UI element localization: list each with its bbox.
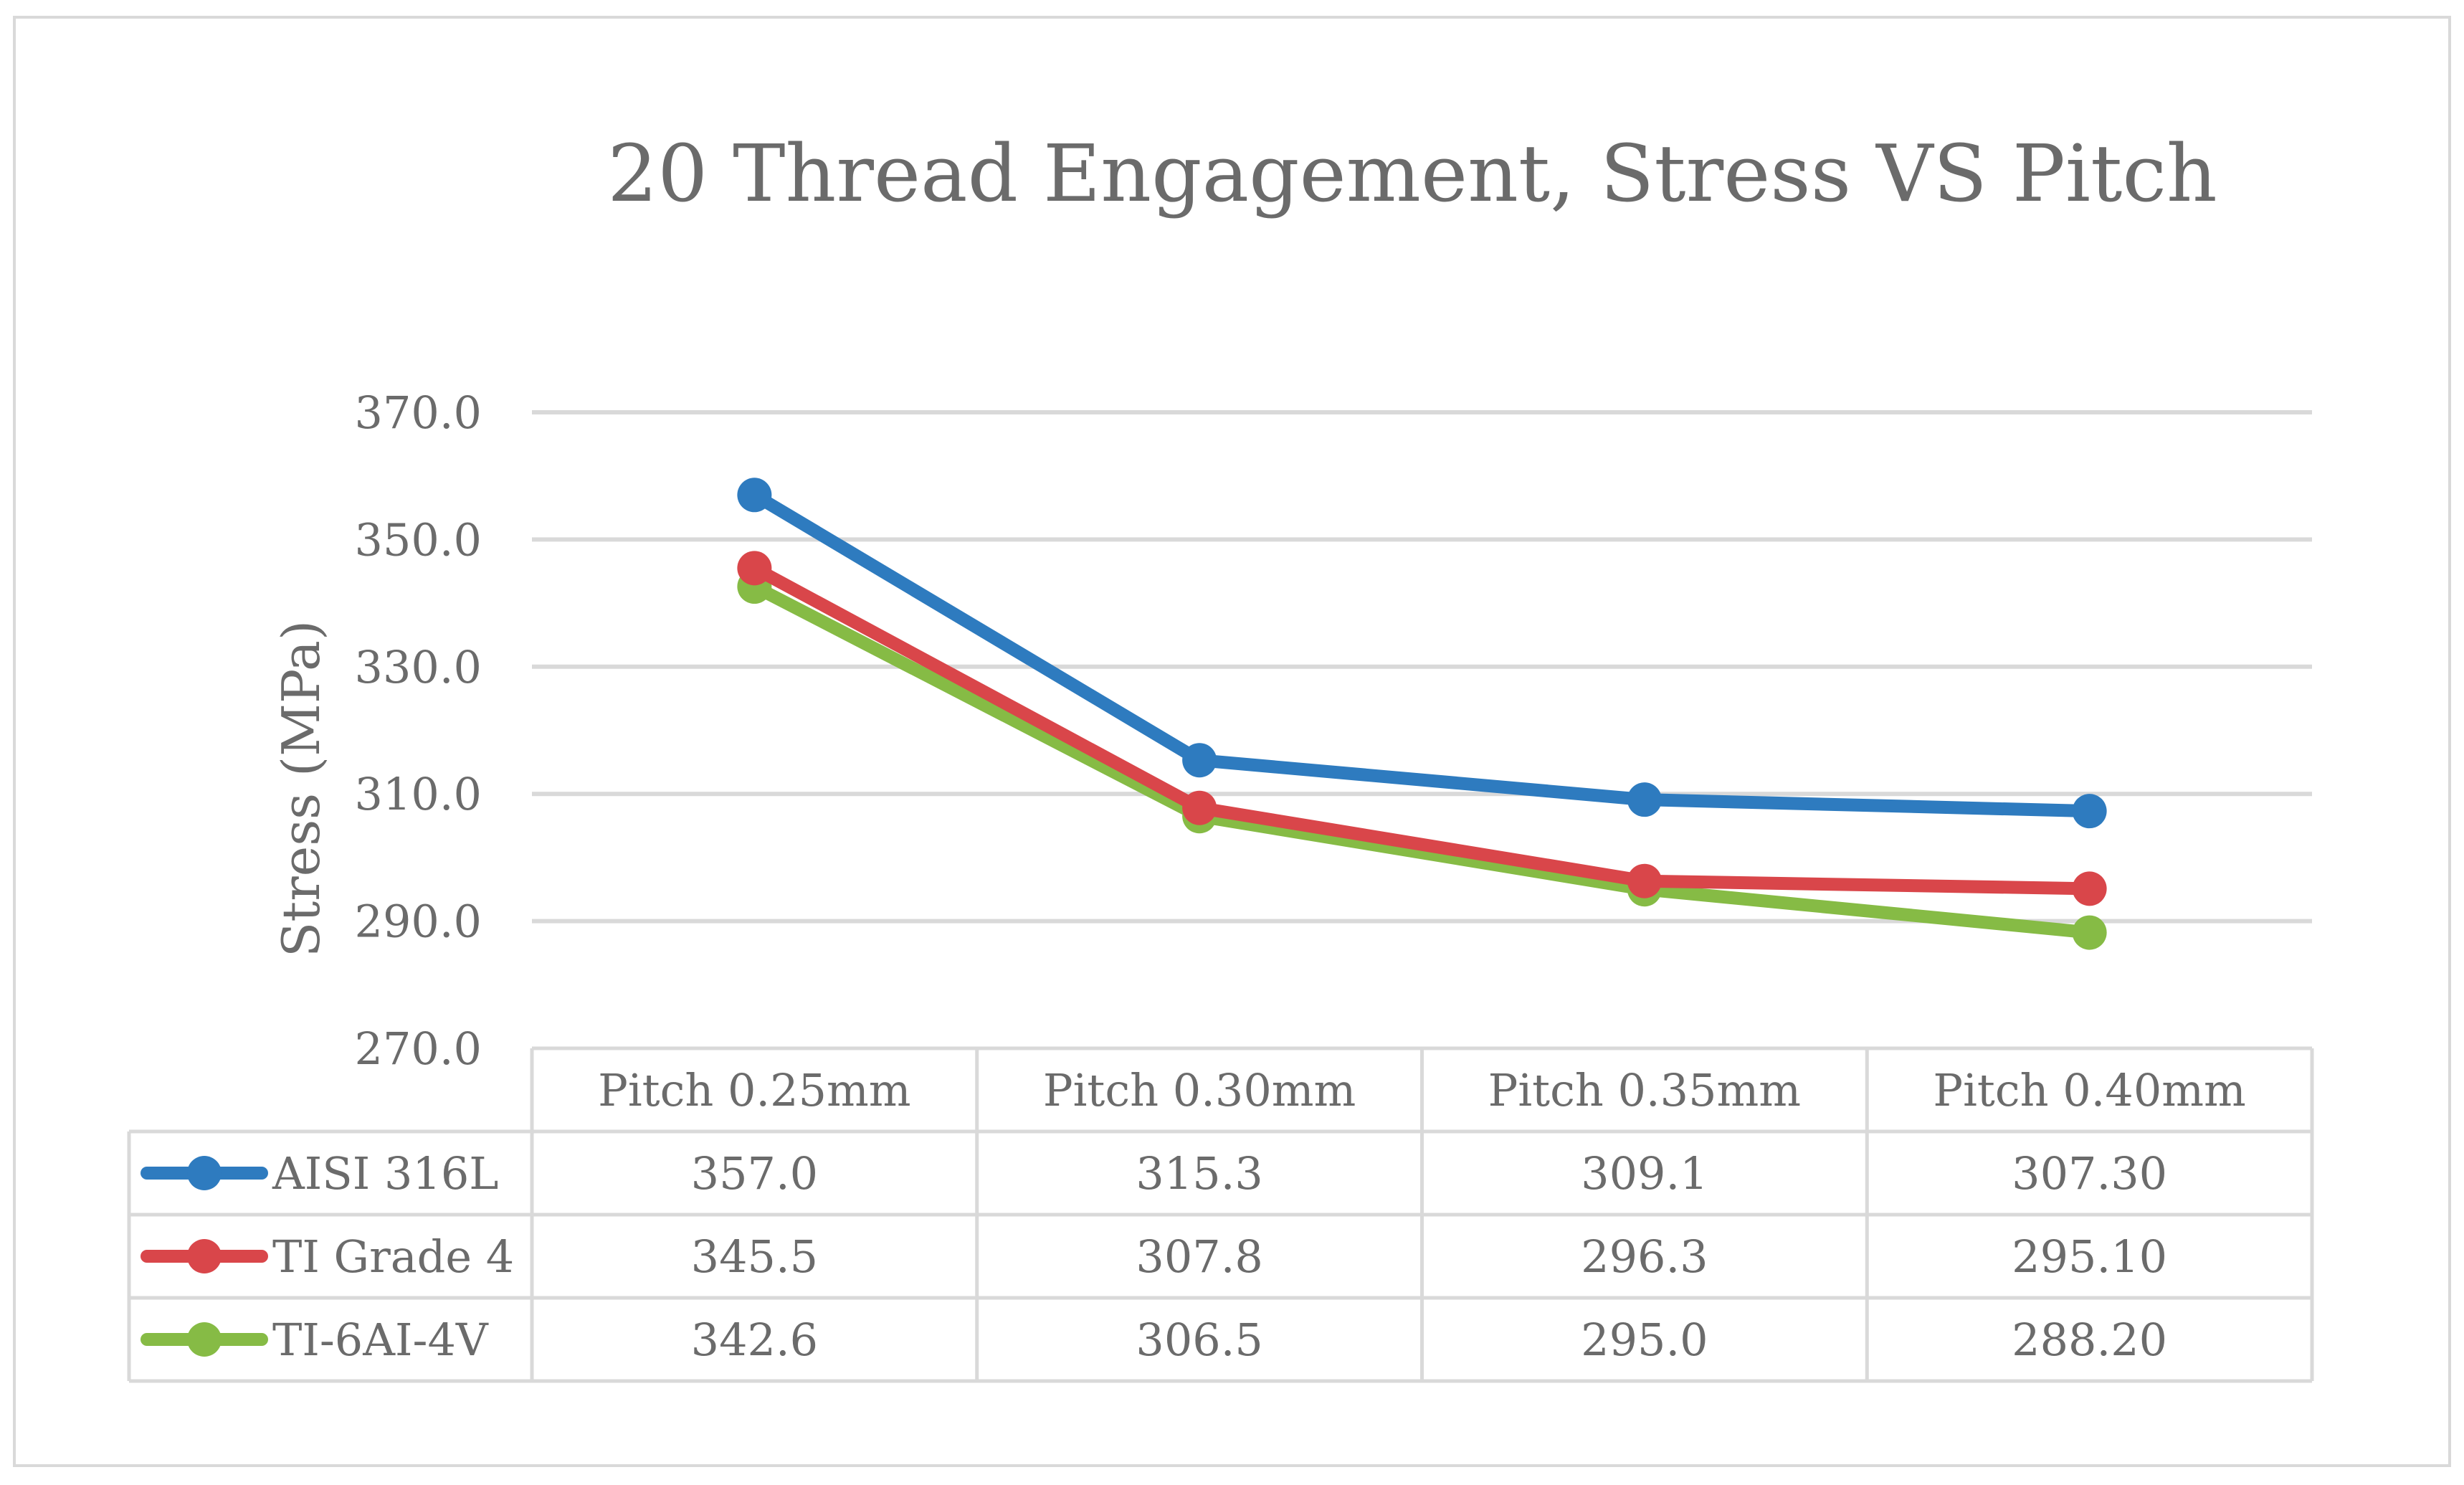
chart-border: [13, 16, 2451, 1467]
table-value: 296.3: [1581, 1230, 1708, 1283]
legend-key-marker: [187, 1156, 222, 1190]
data-point: [1627, 863, 1662, 898]
data-point: [1627, 782, 1662, 817]
x-category-label: Pitch 0.25mm: [598, 1064, 910, 1116]
table-value: 345.5: [691, 1230, 819, 1283]
data-point: [1182, 743, 1217, 778]
table-value: 307.30: [2012, 1147, 2167, 1200]
y-axis-title: Stress (MPa): [271, 620, 331, 957]
table-value: 295.0: [1581, 1314, 1708, 1366]
series-line: [748, 561, 2096, 896]
y-axis-ticks: 370.0 350.0 330.0 310.0 290.0 270.0: [355, 386, 482, 1075]
table-value: 309.1: [1581, 1147, 1708, 1200]
table-value: 357.0: [691, 1147, 819, 1200]
legend-key-marker: [187, 1239, 222, 1273]
series-ti-grade-4: [737, 551, 2107, 906]
y-tick-label: 330.0: [355, 641, 482, 693]
series-line: [748, 488, 2096, 818]
legend-label: TI-6AI-4V: [272, 1314, 489, 1366]
legend-key-marker: [187, 1322, 222, 1357]
x-category-label: Pitch 0.30mm: [1043, 1064, 1356, 1116]
data-point: [737, 478, 772, 513]
y-tick-label: 350.0: [355, 513, 482, 566]
y-tick-label: 310.0: [355, 768, 482, 820]
legend-label: AISI 316L: [272, 1147, 498, 1200]
data-point: [2072, 915, 2107, 950]
table-value: 307.8: [1136, 1230, 1263, 1283]
data-table: Pitch 0.25mm Pitch 0.30mm Pitch 0.35mm Pitc…: [127, 1046, 2314, 1383]
x-category-label: Pitch 0.40mm: [1933, 1064, 2245, 1116]
data-point: [2072, 794, 2107, 829]
x-category-label: Pitch 0.35mm: [1488, 1064, 1801, 1116]
series-lines: [737, 478, 2107, 950]
data-point: [1182, 790, 1217, 825]
series-aisi-316l: [737, 478, 2107, 829]
legend-label: TI Grade 4: [272, 1230, 514, 1283]
data-point: [737, 551, 772, 586]
chart-title: 20 Thread Engagement, Stress VS Pitch: [607, 128, 2217, 219]
table-value: 288.20: [2012, 1314, 2167, 1366]
table-value: 342.6: [691, 1314, 819, 1366]
table-value: 306.5: [1136, 1314, 1263, 1366]
series-line: [748, 580, 2096, 939]
table-value: 315.3: [1136, 1147, 1263, 1200]
y-tick-label: 290.0: [355, 896, 482, 948]
data-point: [2072, 871, 2107, 906]
y-tick-label: 370.0: [355, 386, 482, 439]
table-value: 295.10: [2012, 1230, 2167, 1283]
y-tick-label: 270.0: [355, 1023, 482, 1075]
